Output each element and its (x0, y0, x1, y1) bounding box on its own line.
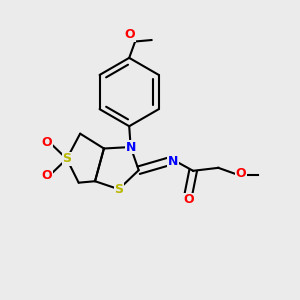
Text: S: S (62, 152, 71, 165)
Text: O: O (41, 169, 52, 182)
Text: N: N (168, 155, 178, 168)
Text: O: O (41, 136, 52, 149)
Text: O: O (124, 28, 135, 41)
Text: O: O (183, 193, 194, 206)
Text: N: N (125, 140, 136, 154)
Text: S: S (114, 183, 123, 196)
Text: O: O (235, 167, 246, 180)
